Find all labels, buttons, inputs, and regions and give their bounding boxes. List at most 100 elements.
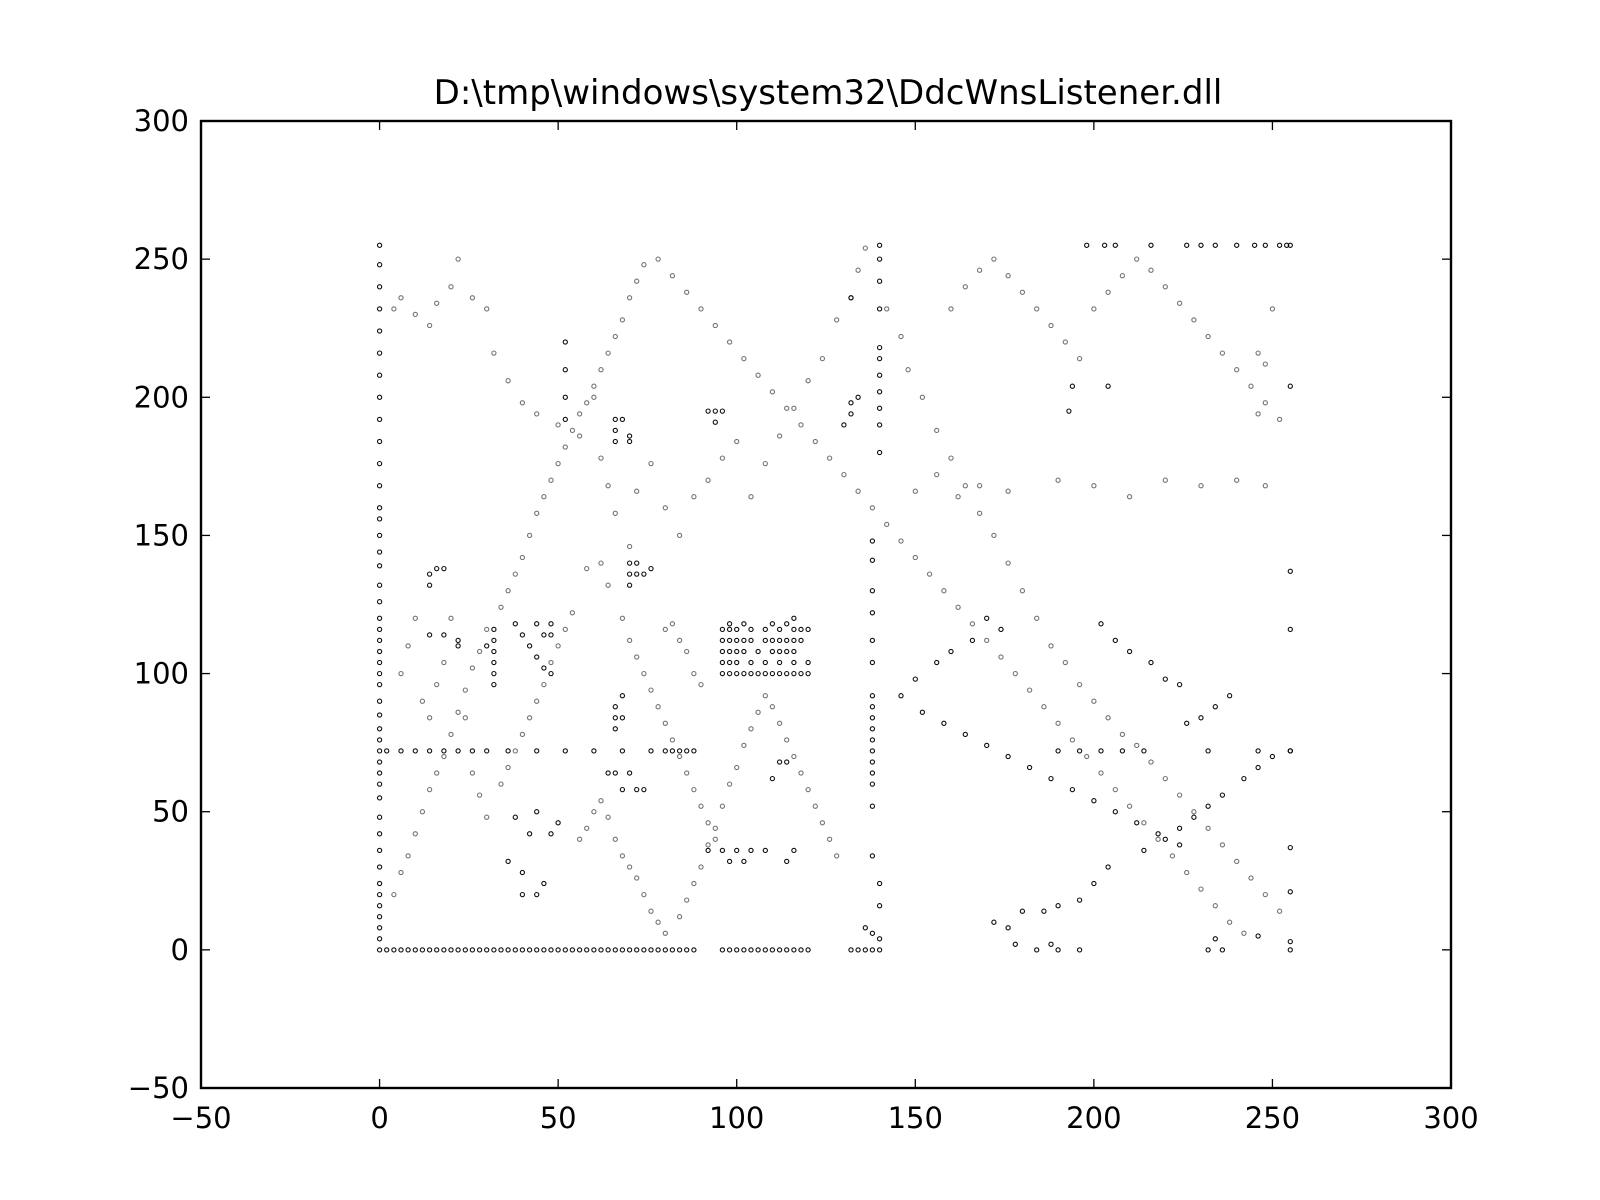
data-point-dense-41 (669, 947, 676, 953)
data-point-dense-3 (398, 947, 404, 953)
data-point-sparse-256 (1262, 483, 1268, 489)
data-point-dense-199 (705, 408, 711, 414)
data-point-sparse-97 (612, 333, 618, 340)
data-point-sparse-116 (855, 488, 861, 494)
data-point-sparse-232 (1034, 306, 1040, 312)
data-point-dense-17 (498, 947, 504, 953)
data-point-dense-372 (912, 676, 918, 682)
data-point-sparse-210 (648, 687, 654, 693)
data-point-dense-326 (455, 643, 461, 649)
x-tick-label: 0 (370, 1101, 388, 1135)
data-point-dense-383 (1112, 809, 1118, 815)
data-point-dense-62 (376, 891, 383, 898)
data-point-dense-95 (376, 394, 383, 400)
data-point-dense-56 (798, 947, 804, 953)
data-point-dense-43 (684, 947, 690, 953)
data-point-sparse-98 (619, 317, 626, 323)
data-point-dense-122 (1141, 748, 1147, 754)
data-point-dense-14 (476, 947, 483, 953)
data-point-dense-247 (1284, 242, 1290, 248)
data-point-sparse-36 (855, 267, 861, 273)
data-point-dense-253 (1198, 242, 1204, 248)
data-point-dense-303 (505, 858, 511, 865)
data-point-sparse-15 (591, 394, 597, 400)
data-point-dense-86 (376, 563, 383, 569)
data-point-dense-187 (612, 726, 618, 732)
data-point-dense-302 (519, 869, 526, 876)
data-point-dense-87 (376, 549, 383, 555)
data-point-sparse-122 (941, 588, 947, 594)
data-point-sparse-250 (1255, 350, 1261, 356)
data-point-dense-375 (941, 720, 947, 726)
data-point-sparse-125 (984, 637, 990, 644)
data-point-sparse-255 (1234, 477, 1240, 483)
data-point-sparse-170 (769, 704, 776, 710)
data-point-dense-260 (1105, 383, 1111, 389)
data-point-sparse-222 (676, 637, 683, 644)
data-point-dense-226 (869, 610, 876, 616)
data-point-dense-241 (848, 295, 854, 301)
data-point-dense-116 (648, 748, 654, 754)
data-point-dense-55 (791, 947, 797, 953)
data-point-dense-316 (612, 427, 618, 434)
data-point-sparse-100 (634, 278, 640, 284)
data-point-dense-32 (605, 947, 611, 953)
data-point-sparse-113 (812, 438, 818, 445)
data-point-sparse-23 (676, 532, 683, 539)
data-point-dense-294 (626, 770, 633, 776)
data-point-dense-257 (1101, 242, 1108, 248)
data-point-dense-155 (791, 648, 797, 655)
data-point-sparse-154 (648, 908, 654, 914)
data-point-sparse-0 (391, 306, 397, 312)
data-point-sparse-85 (526, 532, 533, 539)
data-point-dense-174 (798, 626, 804, 633)
data-point-dense-346 (1091, 880, 1097, 887)
data-point-sparse-253 (1269, 306, 1276, 312)
data-point-sparse-111 (784, 405, 790, 411)
data-point-dense-266 (1287, 844, 1293, 851)
data-point-dense-300 (534, 891, 540, 898)
data-point-sparse-217 (698, 803, 704, 809)
data-point-sparse-234 (1062, 339, 1068, 345)
data-point-sparse-168 (755, 709, 761, 715)
data-point-sparse-3 (426, 322, 433, 329)
data-point-sparse-136 (1141, 820, 1147, 826)
data-point-dense-2 (391, 947, 397, 953)
data-point-sparse-145 (584, 825, 590, 831)
data-point-dense-47 (734, 947, 740, 953)
data-point-sparse-8 (484, 306, 490, 312)
data-point-sparse-245 (1219, 350, 1226, 356)
data-point-dense-182 (491, 670, 497, 677)
data-point-sparse-261 (1005, 488, 1011, 494)
data-point-sparse-66 (1276, 908, 1283, 914)
data-point-dense-76 (376, 698, 383, 704)
data-point-dense-176 (726, 621, 733, 627)
data-point-dense-248 (1276, 242, 1283, 248)
data-point-sparse-150 (619, 853, 626, 859)
data-point-dense-292 (605, 770, 611, 776)
data-point-sparse-143 (1241, 930, 1247, 936)
data-point-dense-333 (534, 621, 540, 627)
data-point-sparse-101 (641, 262, 647, 268)
data-point-sparse-108 (741, 355, 747, 362)
data-point-dense-359 (1212, 704, 1218, 710)
data-point-dense-274 (1076, 947, 1083, 953)
data-point-dense-139 (719, 659, 726, 666)
data-point-sparse-260 (1055, 477, 1061, 483)
data-point-sparse-223 (684, 648, 690, 655)
data-point-dense-249 (1262, 242, 1268, 248)
data-point-sparse-67 (391, 891, 397, 898)
data-point-dense-193 (626, 571, 633, 577)
data-point-sparse-251 (1262, 361, 1268, 367)
data-point-dense-29 (584, 947, 590, 953)
data-point-dense-263 (1287, 568, 1293, 574)
data-point-sparse-201 (562, 626, 568, 633)
data-point-dense-129 (741, 670, 747, 677)
y-tick-label: −50 (128, 1071, 189, 1105)
data-point-sparse-44 (962, 483, 968, 489)
data-point-dense-103 (384, 748, 390, 754)
data-point-sparse-70 (412, 831, 418, 837)
data-point-dense-115 (619, 748, 626, 754)
data-point-dense-48 (741, 947, 747, 953)
data-point-sparse-134 (1112, 786, 1118, 793)
